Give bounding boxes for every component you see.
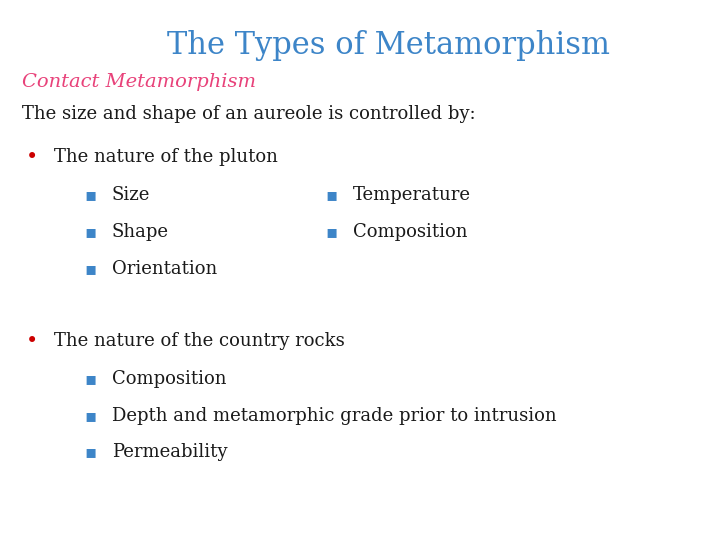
Text: ▪: ▪ (84, 186, 96, 204)
Text: ▪: ▪ (325, 223, 338, 241)
Text: Temperature: Temperature (353, 186, 471, 204)
Text: Contact Metamorphism: Contact Metamorphism (22, 73, 256, 91)
Text: The Types of Metamorphism: The Types of Metamorphism (167, 30, 611, 60)
Text: •: • (26, 148, 39, 167)
Text: Composition: Composition (353, 223, 467, 241)
Text: ▪: ▪ (84, 370, 96, 388)
Text: Composition: Composition (112, 370, 226, 388)
Text: The size and shape of an aureole is controlled by:: The size and shape of an aureole is cont… (22, 105, 475, 123)
Text: Depth and metamorphic grade prior to intrusion: Depth and metamorphic grade prior to int… (112, 407, 557, 424)
Text: ▪: ▪ (84, 407, 96, 424)
Text: ▪: ▪ (84, 223, 96, 241)
Text: Orientation: Orientation (112, 260, 217, 278)
Text: ▪: ▪ (84, 260, 96, 278)
Text: ▪: ▪ (325, 186, 338, 204)
Text: The nature of the country rocks: The nature of the country rocks (54, 332, 345, 350)
Text: •: • (26, 332, 39, 351)
Text: Shape: Shape (112, 223, 168, 241)
Text: Permeability: Permeability (112, 443, 227, 461)
Text: ▪: ▪ (84, 443, 96, 461)
Text: Size: Size (112, 186, 150, 204)
Text: The nature of the pluton: The nature of the pluton (54, 148, 278, 166)
